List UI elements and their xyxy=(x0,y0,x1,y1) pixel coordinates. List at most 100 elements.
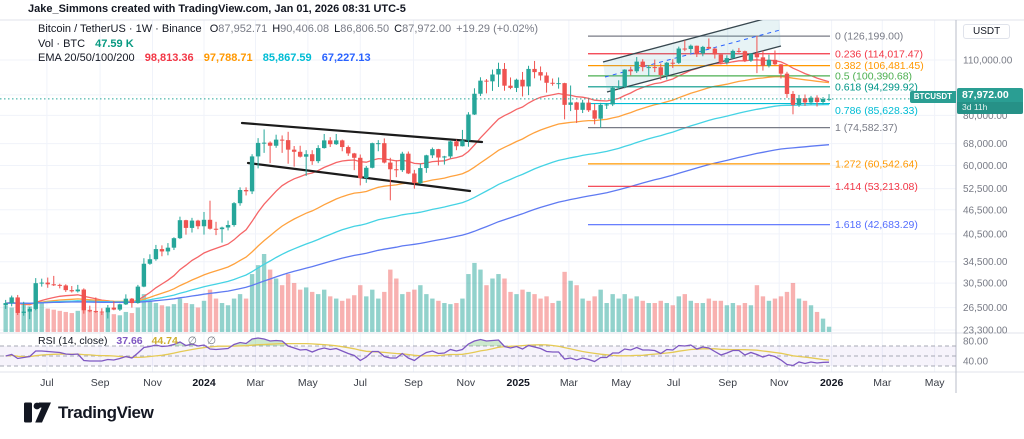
candle xyxy=(57,284,62,286)
volume-bar xyxy=(75,310,80,332)
candle xyxy=(33,283,38,309)
volume-bar xyxy=(135,307,141,332)
volume-bar xyxy=(322,289,327,332)
symbol-price-line-tag: BTCUSDT xyxy=(909,91,956,103)
candle xyxy=(694,45,700,54)
volume-bar xyxy=(790,282,796,332)
volume-bar xyxy=(105,311,111,332)
candle xyxy=(334,140,339,145)
candle xyxy=(370,143,375,168)
symbol-legend-row[interactable]: Bitcoin / TetherUS · 1W · Binance O87,95… xyxy=(38,22,543,37)
volume-bar xyxy=(646,303,651,332)
candle xyxy=(207,219,213,229)
candle xyxy=(358,157,363,179)
volume-bar xyxy=(207,289,213,332)
volume-bar xyxy=(550,303,555,332)
candle xyxy=(213,228,219,230)
volume-bar xyxy=(291,282,297,332)
volume-bar xyxy=(472,262,477,332)
candle xyxy=(255,142,261,157)
candle xyxy=(177,220,183,239)
bar-countdown: 3d 11h xyxy=(957,102,1023,114)
volume-bar xyxy=(261,254,267,332)
volume-bar xyxy=(382,291,387,332)
volume-bar xyxy=(358,285,363,332)
time-tick-label: Mar xyxy=(246,377,265,389)
candle xyxy=(502,68,507,86)
time-tick-label: May xyxy=(925,377,946,389)
time-axis[interactable] xyxy=(0,372,956,393)
price-axis-currency-button[interactable]: USDT xyxy=(963,24,1011,39)
candle xyxy=(712,48,718,55)
candle xyxy=(219,227,225,230)
rsi-legend-row[interactable]: RSI (14, close) 37.66 44.74 ∅ ∅ xyxy=(38,335,216,347)
candle xyxy=(322,140,327,149)
price-axis[interactable] xyxy=(956,20,1024,372)
volume-bar xyxy=(394,278,399,332)
volume-bar xyxy=(724,305,730,332)
candle xyxy=(99,311,105,313)
candle xyxy=(490,74,495,82)
volume-bar xyxy=(778,296,784,332)
volume-bar xyxy=(538,298,543,332)
rising-channel[interactable] xyxy=(602,15,782,93)
volume-bar xyxy=(255,265,261,332)
candle xyxy=(315,148,321,162)
volume-legend-row[interactable]: Vol · BTC 47.59 K xyxy=(38,37,543,52)
candle xyxy=(15,297,20,313)
volume-bar xyxy=(147,300,153,332)
volume-bar xyxy=(243,298,249,332)
volume-bar xyxy=(21,304,26,332)
channel-upper-line xyxy=(602,20,763,63)
candle xyxy=(616,86,621,88)
candle xyxy=(700,46,706,54)
rsi-overbought-fill xyxy=(167,342,206,346)
candle xyxy=(189,220,195,228)
candle xyxy=(309,154,315,162)
candle xyxy=(141,263,147,287)
candle xyxy=(436,149,441,158)
candle xyxy=(201,219,207,227)
last-price-badge[interactable]: 87,972.00 3d 11h xyxy=(957,88,1023,114)
candle xyxy=(394,169,399,171)
volume-bar xyxy=(297,289,303,332)
volume-bar xyxy=(742,303,748,332)
volume-bar xyxy=(694,303,700,332)
volume-bar xyxy=(688,300,694,332)
volume-bar xyxy=(562,271,567,332)
price-tick-label: 80,000.00 xyxy=(963,111,1008,122)
time-tick-label: Sep xyxy=(404,377,423,389)
price-tick-label: 26,500.00 xyxy=(963,303,1008,314)
candle xyxy=(688,45,694,49)
volume-bar xyxy=(237,294,243,332)
candle xyxy=(520,79,525,87)
volume-bar xyxy=(213,298,219,332)
volume-bar xyxy=(784,291,790,332)
volume-bar xyxy=(556,300,561,332)
candle xyxy=(123,298,129,305)
volume-bar xyxy=(598,289,603,332)
volume-bar xyxy=(544,296,549,332)
volume-bar xyxy=(129,313,135,332)
volume-bar xyxy=(424,294,429,332)
candle xyxy=(153,249,159,260)
ema-legend-row[interactable]: EMA 20/50/100/200 98,813.36 97,788.71 85… xyxy=(38,51,543,66)
candle xyxy=(460,140,465,147)
candle xyxy=(796,98,802,105)
candle xyxy=(81,289,86,311)
volume-bar xyxy=(502,278,507,332)
time-tick-label: Nov xyxy=(143,377,162,389)
volume-bar xyxy=(141,294,147,332)
tradingview-logo[interactable]: TradingView xyxy=(24,402,154,423)
rsi-line xyxy=(5,337,830,367)
volume-bar xyxy=(93,311,99,332)
volume-bar xyxy=(532,294,537,332)
candle xyxy=(406,153,411,174)
symbol-title[interactable]: Bitcoin / TetherUS · 1W · Binance xyxy=(38,23,202,35)
channel-midline xyxy=(604,29,781,78)
time-tick-label: 2026 xyxy=(820,377,844,389)
volume-bar xyxy=(15,303,20,332)
candle xyxy=(243,190,249,192)
